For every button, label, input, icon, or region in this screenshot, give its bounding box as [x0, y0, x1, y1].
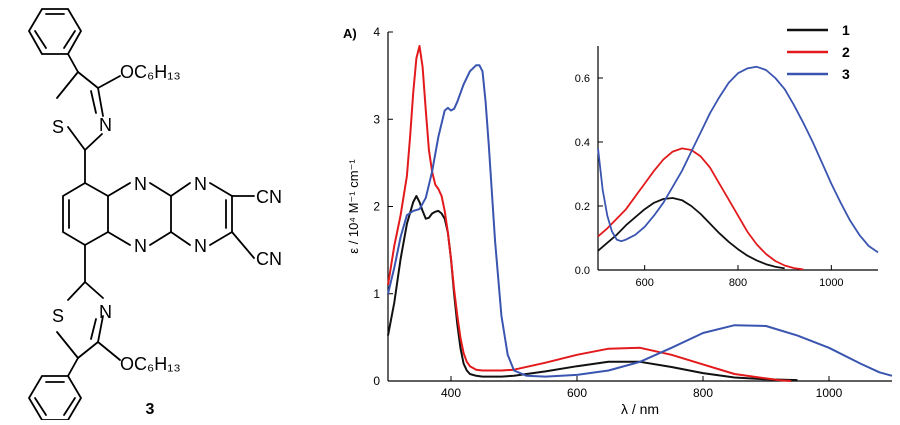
y-tick-label: 0.4	[575, 137, 590, 149]
legend-label-3: 3	[842, 66, 850, 82]
legend-label-1: 1	[842, 22, 850, 38]
x-tick-label: 600	[567, 386, 587, 400]
y-tick-label: 4	[373, 25, 380, 39]
phenyl-ring-top	[27, 8, 83, 55]
series-line-3	[387, 64, 893, 378]
series-line-2	[597, 147, 804, 271]
pyrazine-n2: N	[134, 236, 147, 256]
series-line-1	[597, 197, 785, 270]
pyrazine-n1: N	[134, 174, 147, 194]
chemical-structure-3: S N OC₆H₁₃ N N N N	[27, 8, 282, 421]
series-line-2	[387, 45, 792, 382]
panel-label: A)	[343, 26, 357, 41]
hexyloxy-bottom: OC₆H₁₃	[120, 354, 181, 374]
pyrazine-n3: N	[194, 174, 207, 194]
x-tick-label: 800	[693, 386, 713, 400]
compound-label: 3	[146, 401, 155, 418]
legend-label-2: 2	[842, 44, 850, 60]
y-tick-label: 2	[373, 200, 380, 214]
thiazole-bottom-nitrogen: N	[99, 302, 112, 322]
thiazole-top-c5-s	[56, 71, 79, 99]
y-tick-label: 0	[373, 374, 380, 388]
series-line-1	[387, 195, 798, 382]
pyrazine-n4: N	[194, 236, 207, 256]
legend: 1 2 3	[787, 22, 850, 82]
thiazole-top-nitrogen: N	[99, 115, 112, 135]
y-tick-label: 3	[373, 112, 380, 126]
x-tick-label: 400	[441, 386, 461, 400]
thiazole-bottom-sulfur: S	[52, 306, 64, 326]
y-tick-label: 0.6	[575, 73, 590, 85]
y-tick-label: 0.0	[575, 265, 590, 277]
inset-chart: 600 800 1000 0.0 0.2 0.4 0.6	[575, 46, 879, 289]
thiazole-top-sulfur: S	[52, 117, 64, 137]
x-tick-label: 1000	[819, 277, 843, 289]
main-x-axis-label: λ / nm	[621, 401, 659, 417]
main-chart: 400 600 800 1000 0 1 2 3 4 λ / nm ε / 10⁴ M⁻¹ cm…	[346, 25, 893, 417]
x-tick-label: 800	[729, 277, 747, 289]
y-tick-label: 1	[373, 287, 380, 301]
main-y-axis-label: ε / 10⁴ M⁻¹ cm⁻¹	[346, 159, 361, 254]
hexyloxy-top: OC₆H₁₃	[120, 62, 181, 82]
nitrile-top: CN	[256, 187, 282, 207]
x-tick-label: 1000	[816, 386, 843, 400]
y-tick-label: 0.2	[575, 201, 590, 213]
x-tick-label: 600	[635, 277, 653, 289]
series-line-3	[597, 65, 879, 254]
nitrile-bottom: CN	[256, 249, 282, 269]
